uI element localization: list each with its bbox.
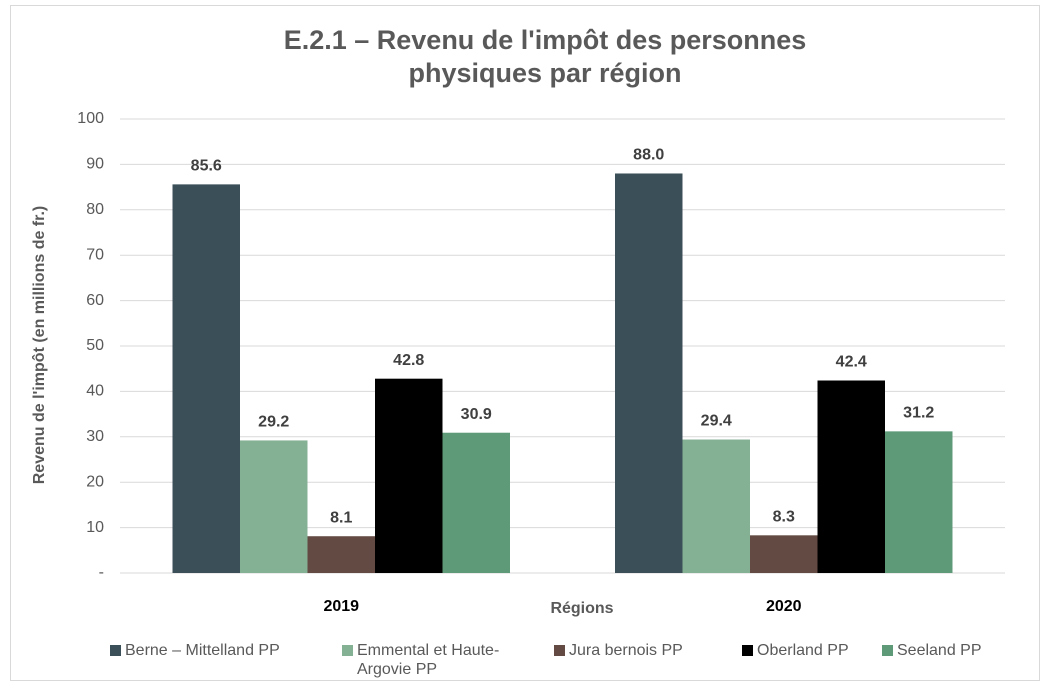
bar	[682, 439, 750, 573]
x-axis-label: Régions	[550, 600, 613, 617]
legend-item: Jura bernois PP	[554, 641, 724, 660]
data-label: 29.4	[701, 413, 732, 430]
y-tick-label: 70	[86, 246, 104, 263]
bar	[442, 432, 510, 573]
y-tick-label: 100	[77, 110, 104, 127]
y-tick-label: 10	[86, 519, 104, 536]
legend-label: Jura bernois PP	[569, 642, 683, 659]
legend-swatch	[110, 645, 121, 656]
data-label: 8.1	[330, 509, 352, 526]
x-tick-label: 2019	[323, 598, 359, 615]
y-tick-label: 20	[86, 473, 104, 490]
bar	[615, 173, 683, 574]
legend-item: Emmental et Haute-Argovie PP	[342, 641, 522, 679]
data-label: 42.8	[393, 352, 424, 369]
data-label: 42.4	[836, 354, 867, 371]
bar	[817, 380, 885, 573]
legend-swatch	[342, 645, 353, 656]
bar	[240, 440, 308, 573]
title-box: E.2.1 – Revenu de l'impôt des personnes …	[283, 25, 807, 88]
data-label: 30.9	[461, 406, 492, 423]
y-tick-label: 60	[86, 292, 104, 309]
legend-swatch	[882, 645, 893, 656]
bar	[307, 536, 375, 573]
legend-label: Emmental et Haute-Argovie PP	[357, 642, 500, 678]
y-tick-label: 90	[86, 156, 104, 173]
legend-label: Seeland PP	[897, 642, 982, 659]
data-label: 31.2	[903, 405, 934, 422]
legend-label: Berne – Mittelland PP	[125, 642, 280, 659]
y-tick-label: 40	[86, 383, 104, 400]
bar	[172, 184, 240, 573]
data-label: 8.3	[773, 509, 795, 526]
x-tick-label: 2020	[766, 598, 802, 615]
chart-title: E.2.1 – Revenu de l'impôt des personnes …	[283, 25, 807, 88]
y-axis-label: Revenu de l'impôt (en millions de fr.)	[31, 206, 48, 485]
legend-item: Oberland PP	[742, 641, 872, 660]
data-label: 85.6	[191, 158, 222, 175]
data-label: 88.0	[633, 147, 664, 164]
legend-label: Oberland PP	[757, 642, 849, 659]
y-tick-label: 80	[86, 201, 104, 218]
legend-item: Berne – Mittelland PP	[110, 641, 330, 660]
bar	[750, 535, 818, 573]
y-tick-label: 50	[86, 337, 104, 354]
bar	[885, 431, 953, 573]
y-tick-label: 30	[86, 428, 104, 445]
chart-border	[10, 5, 1040, 681]
bar	[375, 378, 443, 573]
legend-item: Seeland PP	[882, 641, 1022, 660]
legend-swatch	[554, 645, 565, 656]
legend-swatch	[742, 645, 753, 656]
y-tick-label: -	[99, 564, 104, 581]
data-label: 29.2	[258, 414, 289, 431]
